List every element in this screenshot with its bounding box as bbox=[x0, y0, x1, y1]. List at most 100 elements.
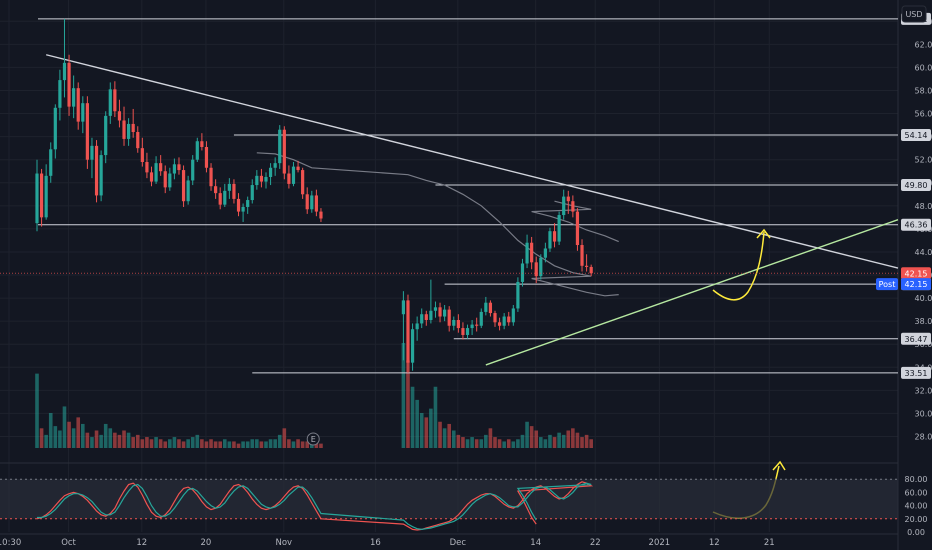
candle bbox=[191, 155, 195, 186]
candle bbox=[470, 319, 474, 335]
candle-body bbox=[310, 195, 314, 210]
volume-bar bbox=[520, 434, 525, 448]
volume-bar bbox=[584, 434, 589, 448]
volume-bar bbox=[122, 430, 126, 448]
candle bbox=[227, 178, 231, 199]
volume-bar bbox=[470, 437, 474, 448]
volume-bar bbox=[67, 421, 71, 448]
candle-body bbox=[493, 313, 497, 323]
volume-bar bbox=[571, 428, 575, 448]
volume-bar bbox=[575, 432, 580, 448]
price-tick-label: 44.00 bbox=[915, 248, 932, 257]
earnings-label: E bbox=[311, 435, 316, 444]
volume-bar bbox=[534, 430, 539, 448]
candle-body bbox=[525, 242, 529, 264]
candle bbox=[117, 99, 122, 128]
volume-bar bbox=[232, 441, 236, 448]
last-price-badge bbox=[901, 267, 931, 280]
volume-bar bbox=[140, 439, 145, 448]
candle bbox=[131, 108, 135, 138]
candle-body bbox=[548, 231, 552, 249]
volume-bar bbox=[287, 439, 291, 448]
volume-bar bbox=[35, 373, 39, 448]
candle bbox=[255, 170, 259, 190]
candle-body bbox=[475, 324, 479, 326]
candle-body bbox=[200, 141, 204, 148]
candle-body bbox=[401, 300, 405, 315]
time-axis[interactable]: 10:30 Oct 12 20 Nov 16 Dec 14 22 2021 12 21 bbox=[0, 538, 775, 548]
candle-body bbox=[575, 211, 580, 246]
candle-body bbox=[557, 215, 561, 242]
stoch-tick-label: 20.00 bbox=[905, 515, 928, 524]
volume-bar bbox=[493, 437, 497, 448]
candle-body bbox=[264, 176, 268, 182]
volume-bar bbox=[172, 437, 177, 448]
candle bbox=[168, 167, 172, 191]
volume-bar bbox=[94, 430, 99, 448]
earnings-marker[interactable] bbox=[306, 432, 320, 446]
candle bbox=[305, 187, 309, 214]
candle-body bbox=[168, 173, 172, 188]
volume-bar bbox=[62, 406, 67, 448]
candle bbox=[585, 254, 589, 272]
candle bbox=[104, 111, 108, 164]
price-tick-label: 38.00 bbox=[915, 317, 932, 326]
trendlines bbox=[45, 54, 899, 366]
candle-body bbox=[447, 309, 451, 326]
forecast-curve[interactable] bbox=[712, 231, 765, 301]
candle bbox=[214, 179, 218, 199]
candle bbox=[310, 190, 314, 213]
candle-body bbox=[511, 308, 515, 323]
candle-body bbox=[589, 266, 593, 274]
candle-body bbox=[296, 166, 300, 171]
candle bbox=[461, 322, 465, 340]
candle bbox=[177, 157, 181, 175]
volume-bar bbox=[557, 432, 561, 448]
candle bbox=[575, 208, 580, 251]
candle-body bbox=[502, 316, 506, 326]
candle bbox=[557, 211, 561, 246]
volume-bar bbox=[200, 439, 204, 448]
candle-body bbox=[191, 159, 195, 181]
trendline-ascending[interactable] bbox=[485, 218, 899, 366]
candle-body bbox=[488, 302, 493, 314]
candle-body bbox=[420, 314, 424, 324]
price-tick-label: 32.00 bbox=[915, 386, 932, 395]
price-level-label: 49.80 bbox=[905, 181, 928, 190]
candle-body bbox=[209, 167, 213, 187]
trendline-descending[interactable] bbox=[45, 54, 899, 269]
candle-body bbox=[410, 329, 415, 363]
volume-bar bbox=[163, 441, 168, 448]
candle-body bbox=[104, 115, 108, 156]
volume-bar bbox=[319, 443, 323, 448]
volume-bar bbox=[456, 434, 461, 448]
candle bbox=[562, 189, 566, 220]
candle-body bbox=[163, 171, 167, 188]
candle-body bbox=[314, 195, 318, 212]
candle bbox=[273, 157, 277, 176]
price-level-label: 54.14 bbox=[905, 131, 928, 140]
candle bbox=[525, 234, 529, 269]
candle-body bbox=[136, 132, 140, 149]
volume-bar bbox=[131, 437, 135, 448]
candle bbox=[218, 187, 222, 210]
candle-body bbox=[585, 265, 589, 267]
volume-bar bbox=[529, 426, 534, 448]
candle bbox=[571, 195, 575, 218]
candle-body bbox=[58, 80, 62, 108]
candle bbox=[443, 304, 447, 322]
volume-bar bbox=[305, 441, 310, 448]
volume-bar bbox=[474, 439, 479, 448]
candle bbox=[236, 193, 241, 217]
price-level-label: 46.36 bbox=[905, 221, 928, 230]
candle bbox=[81, 96, 85, 134]
currency-label: USD bbox=[901, 5, 927, 23]
candle-body bbox=[539, 257, 543, 277]
candle bbox=[424, 310, 428, 326]
candle bbox=[475, 317, 479, 332]
volume-bar bbox=[506, 439, 511, 448]
candle bbox=[420, 308, 424, 329]
candle bbox=[223, 183, 227, 207]
candle-body bbox=[131, 123, 135, 133]
price-level-badge bbox=[901, 218, 931, 231]
